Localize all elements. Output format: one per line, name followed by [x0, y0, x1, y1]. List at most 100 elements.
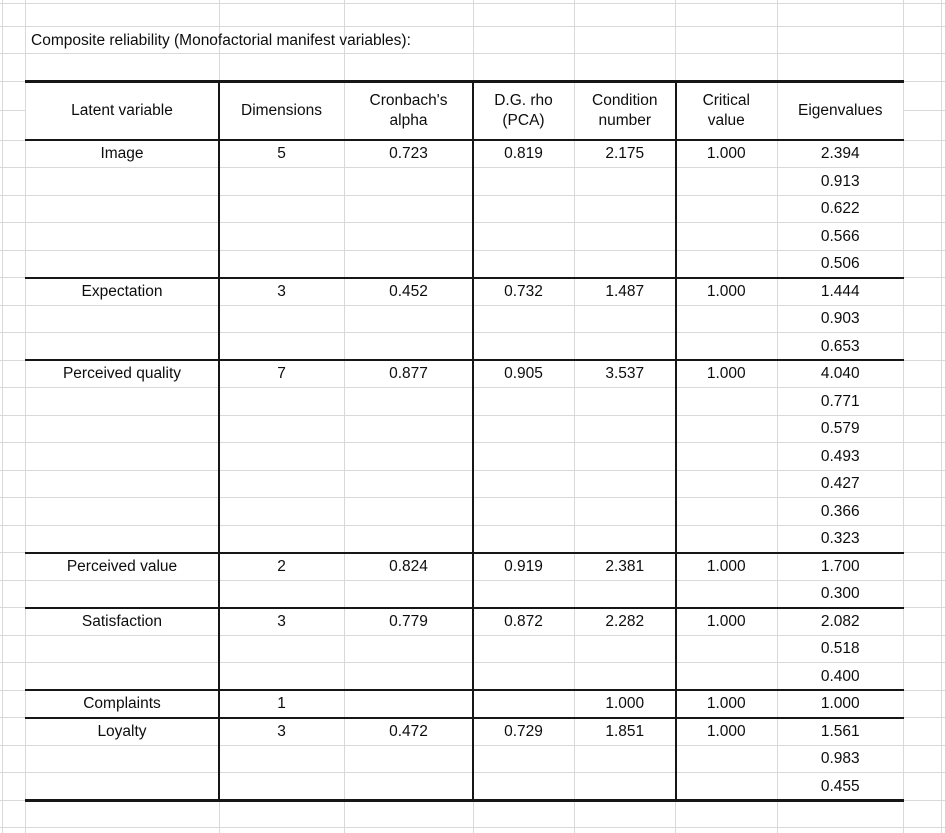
column-separator-line [218, 80, 220, 802]
cell-eigenvalues[interactable]: 0.579 [820, 420, 860, 437]
cell-eigenvalues[interactable]: 0.400 [820, 667, 860, 685]
cell-eigenvalues[interactable]: 0.903 [820, 310, 860, 327]
cell-critical-value[interactable]: 1.000 [706, 695, 746, 712]
cell-dimensions[interactable]: 3 [277, 722, 286, 740]
grid-line-horizontal [0, 25, 945, 27]
cell-critical-value[interactable]: 1.000 [706, 722, 746, 740]
header-cell-cronbachs-alpha[interactable]: Cronbach's alpha [369, 91, 448, 129]
grid-line-horizontal [0, 2, 945, 4]
grid-line-horizontal [0, 53, 945, 54]
cell-condition-number[interactable]: 1.000 [605, 695, 645, 712]
header-cell-dimensions[interactable]: Dimensions [241, 101, 322, 119]
cell-eigenvalues[interactable]: 0.983 [820, 750, 860, 767]
grid-line-horizontal [903, 110, 945, 111]
cell-dimensions[interactable]: 1 [277, 695, 286, 712]
cell-latent-variable[interactable]: Image [100, 145, 144, 162]
cell-critical-value[interactable]: 1.000 [706, 145, 746, 162]
cell-dimensions[interactable]: 2 [277, 557, 286, 575]
cell-cronbachs-alpha[interactable]: 0.779 [389, 612, 428, 630]
grid-line-vertical [1, 0, 3, 833]
cell-eigenvalues[interactable]: 0.493 [820, 447, 860, 465]
cell-dimensions[interactable]: 7 [277, 365, 286, 382]
cell-eigenvalues[interactable]: 0.518 [820, 640, 860, 657]
grid-line-horizontal [0, 110, 25, 111]
table-bottom-border [25, 799, 904, 802]
group-separator-line [25, 689, 904, 691]
cell-critical-value[interactable]: 1.000 [706, 557, 746, 575]
cell-condition-number[interactable]: 2.381 [605, 557, 645, 575]
cell-latent-variable[interactable]: Loyalty [97, 722, 147, 740]
cell-condition-number[interactable]: 1.487 [605, 282, 645, 300]
cell-latent-variable[interactable]: Perceived quality [62, 365, 182, 382]
cell-latent-variable[interactable]: Expectation [81, 282, 163, 300]
cell-dg-rho-pca[interactable]: 0.872 [504, 612, 543, 630]
group-separator-line [25, 716, 904, 719]
grid-line-vertical [940, 0, 942, 833]
header-cell-latent-variable[interactable]: Latent variable [71, 101, 173, 119]
group-separator-line [25, 606, 904, 609]
cell-eigenvalues[interactable]: 0.455 [820, 777, 860, 795]
grid-line-vertical [343, 0, 345, 833]
group-separator-line [25, 359, 904, 361]
cell-critical-value[interactable]: 1.000 [706, 365, 746, 382]
cell-cronbachs-alpha[interactable]: 0.452 [389, 282, 428, 300]
column-separator-line [674, 80, 677, 802]
column-separator-line [472, 80, 474, 802]
cell-dg-rho-pca[interactable]: 0.905 [504, 365, 543, 382]
cell-eigenvalues[interactable]: 0.653 [820, 337, 860, 355]
cell-eigenvalues[interactable]: 0.913 [820, 172, 860, 190]
cell-dg-rho-pca[interactable]: 0.732 [504, 282, 543, 300]
cell-latent-variable[interactable]: Complaints [83, 695, 161, 712]
cell-eigenvalues[interactable]: 0.300 [820, 585, 860, 602]
cell-eigenvalues[interactable]: 0.566 [820, 227, 860, 245]
cell-cronbachs-alpha[interactable]: 0.472 [389, 722, 428, 740]
grid-line-vertical [776, 0, 778, 833]
cell-eigenvalues[interactable]: 1.000 [820, 695, 860, 712]
sheet-title-cell[interactable]: Composite reliability (Monofactorial man… [31, 31, 411, 49]
cell-condition-number[interactable]: 2.175 [605, 145, 645, 162]
group-separator-line [25, 551, 904, 554]
cell-eigenvalues[interactable]: 4.040 [820, 365, 860, 382]
cell-dimensions[interactable]: 5 [277, 145, 286, 162]
cell-eigenvalues[interactable]: 0.506 [820, 255, 860, 272]
cell-eigenvalues[interactable]: 2.082 [820, 612, 860, 630]
cell-condition-number[interactable]: 3.537 [605, 365, 645, 382]
cell-eigenvalues[interactable]: 1.700 [820, 557, 860, 575]
header-cell-condition-number[interactable]: Condition number [592, 91, 658, 129]
cell-critical-value[interactable]: 1.000 [706, 612, 746, 630]
cell-dg-rho-pca[interactable]: 0.819 [504, 145, 543, 162]
cell-dimensions[interactable]: 3 [277, 282, 286, 300]
header-cell-eigenvalues[interactable]: Eigenvalues [798, 101, 883, 119]
cell-cronbachs-alpha[interactable]: 0.824 [389, 557, 428, 575]
cell-condition-number[interactable]: 1.851 [605, 722, 645, 740]
cell-latent-variable[interactable]: Satisfaction [81, 612, 163, 630]
cell-dimensions[interactable]: 3 [277, 612, 286, 630]
table-top-border [25, 80, 904, 83]
cell-condition-number[interactable]: 2.282 [605, 612, 645, 630]
cell-dg-rho-pca[interactable]: 0.919 [504, 557, 543, 575]
cell-dg-rho-pca[interactable]: 0.729 [504, 722, 543, 740]
cell-eigenvalues[interactable]: 0.366 [820, 502, 860, 520]
cell-latent-variable[interactable]: Perceived value [66, 557, 178, 575]
grid-line-vertical [573, 0, 575, 833]
cell-eigenvalues[interactable]: 2.394 [820, 145, 860, 162]
header-cell-dg-rho-pca[interactable]: D.G. rho (PCA) [494, 91, 553, 129]
cell-eigenvalues[interactable]: 1.444 [820, 282, 860, 300]
grid-line-horizontal [0, 827, 945, 828]
cell-critical-value[interactable]: 1.000 [706, 282, 746, 300]
grid-line-vertical [903, 0, 904, 833]
group-separator-line [25, 276, 904, 279]
cell-eigenvalues[interactable]: 0.323 [820, 530, 860, 547]
header-bottom-border [25, 138, 904, 141]
cell-eigenvalues[interactable]: 0.771 [820, 392, 860, 410]
header-cell-critical-value[interactable]: Critical value [702, 91, 750, 129]
cell-eigenvalues[interactable]: 1.561 [820, 722, 860, 740]
cell-cronbachs-alpha[interactable]: 0.723 [389, 145, 428, 162]
grid-line-vertical [24, 0, 26, 833]
cell-eigenvalues[interactable]: 0.427 [820, 475, 860, 492]
cell-eigenvalues[interactable]: 0.622 [820, 200, 860, 217]
cell-cronbachs-alpha[interactable]: 0.877 [389, 365, 428, 382]
